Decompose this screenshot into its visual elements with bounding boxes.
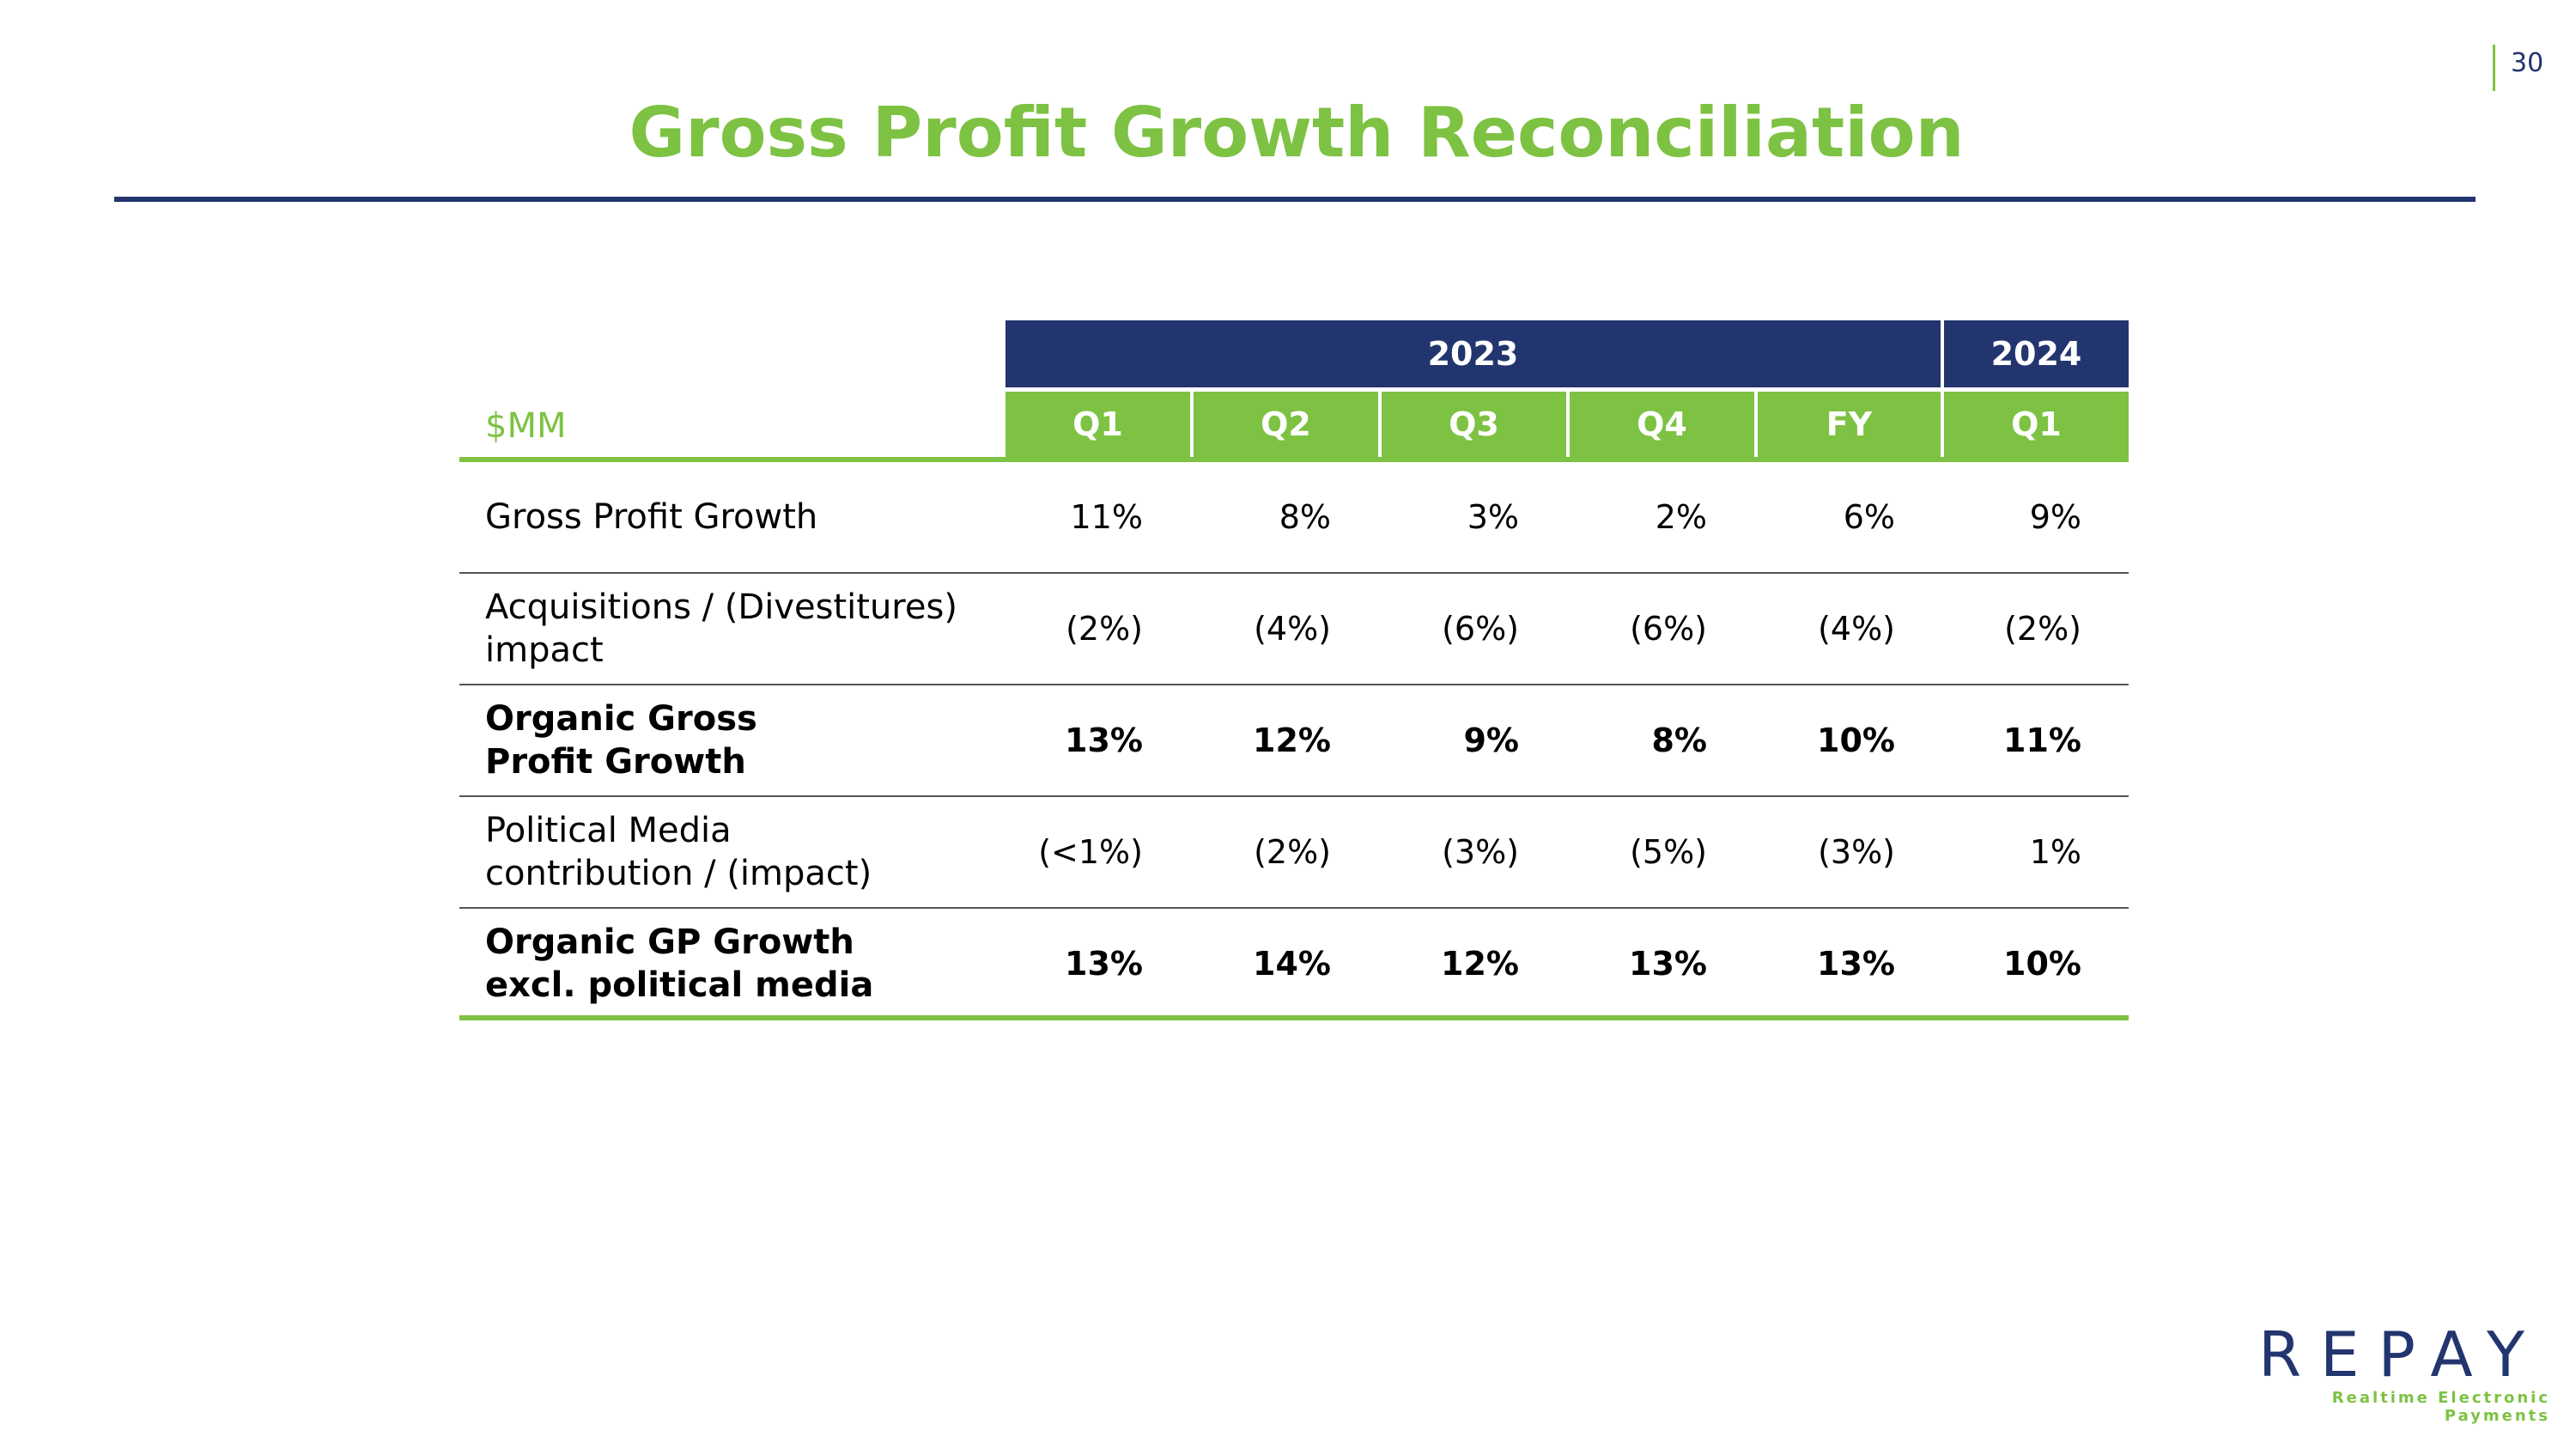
row-label: Organic GP Growth excl. political media — [485, 909, 873, 1019]
column-header-q3-2023: Q3 — [1382, 392, 1566, 457]
table-cell: (6%) — [1442, 610, 1519, 648]
table-cell: 10% — [2003, 945, 2081, 983]
row-divider — [459, 907, 2129, 909]
row-label-line: Profit Growth — [485, 742, 746, 782]
year-header-2023: 2023 — [1005, 320, 1941, 387]
table-cell: 9% — [1463, 721, 1519, 759]
row-label-line: Organic GP Growth — [485, 922, 854, 962]
title-underline — [114, 197, 2476, 202]
table-cell: 8% — [1651, 721, 1707, 759]
table-cell: 10% — [1817, 721, 1895, 759]
page-title: Gross Profit Growth Reconciliation — [629, 93, 1965, 173]
table-row-organic-gross-profit-growth: Organic Gross Profit Growth 13% 12% 9% 8… — [459, 685, 2129, 797]
column-header-fy-2023: FY — [1758, 392, 1941, 457]
table-cell: 13% — [1817, 945, 1895, 983]
table-cell: 2% — [1655, 498, 1707, 536]
table-cell: 6% — [1843, 498, 1895, 536]
page-number-divider — [2493, 45, 2495, 91]
row-divider — [459, 795, 2129, 797]
table-cell: (2%) — [1254, 833, 1331, 871]
table-bottom-rule — [459, 1015, 2129, 1020]
row-label: Organic Gross Profit Growth — [485, 685, 757, 795]
table-cell: 1% — [2029, 833, 2081, 871]
column-header-q1-2023: Q1 — [1005, 392, 1190, 457]
row-divider — [459, 684, 2129, 685]
logo-wordmark: REPAY — [2258, 1318, 2543, 1391]
unit-label: $MM — [485, 406, 567, 446]
table-cell: (6%) — [1630, 610, 1707, 648]
table-cell: 11% — [1070, 498, 1143, 536]
table-row-political-media: Political Media contribution / (impact) … — [459, 797, 2129, 909]
logo-tagline: Realtime Electronic Payments — [2331, 1389, 2550, 1425]
table-cell: 9% — [2029, 498, 2081, 536]
row-label-line: contribution / (impact) — [485, 854, 872, 893]
table-cell: 14% — [1253, 945, 1331, 983]
table-cell: (5%) — [1630, 833, 1707, 871]
row-label-line: Political Media — [485, 811, 732, 850]
table-cell: 13% — [1629, 945, 1707, 983]
column-header-q2-2023: Q2 — [1194, 392, 1378, 457]
table-row-organic-gp-excl-political: Organic GP Growth excl. political media … — [459, 909, 2129, 1020]
table-cell: (<1%) — [1038, 833, 1143, 871]
table-cell: (2%) — [2004, 610, 2081, 648]
column-header-q1-2024: Q1 — [1944, 392, 2129, 457]
table-cell: 13% — [1065, 721, 1143, 759]
table-cell: 8% — [1279, 498, 1331, 536]
table-cell: 13% — [1065, 945, 1143, 983]
quarter-header-row: $MM Q1 Q2 Q3 Q4 FY Q1 — [459, 392, 2129, 462]
page-number: 30 — [2511, 48, 2544, 78]
row-label: Acquisitions / (Divestitures) impact — [485, 574, 957, 684]
row-divider — [459, 572, 2129, 574]
row-label-line: Gross Profit Growth — [485, 497, 818, 537]
header-underline — [459, 457, 2129, 462]
table-row-gross-profit-growth: Gross Profit Growth 11% 8% 3% 2% 6% 9% — [459, 462, 2129, 574]
table-cell: (4%) — [1818, 610, 1895, 648]
table-row-acquisitions-impact: Acquisitions / (Divestitures) impact (2%… — [459, 574, 2129, 685]
table-cell: 11% — [2003, 721, 2081, 759]
row-label-line: impact — [485, 630, 604, 670]
row-label: Gross Profit Growth — [485, 462, 817, 572]
table-cell: (2%) — [1066, 610, 1143, 648]
table-cell: 12% — [1253, 721, 1331, 759]
table-cell: (3%) — [1442, 833, 1519, 871]
row-label-line: Acquisitions / (Divestitures) — [485, 588, 957, 627]
row-label-line: excl. political media — [485, 965, 874, 1005]
table-cell: (4%) — [1254, 610, 1331, 648]
column-header-q4-2023: Q4 — [1570, 392, 1754, 457]
repay-logo: REPAY Realtime Electronic Payments — [2233, 1318, 2550, 1425]
row-label: Political Media contribution / (impact) — [485, 797, 872, 907]
table-cell: (3%) — [1818, 833, 1895, 871]
table-cell: 12% — [1441, 945, 1519, 983]
year-header-row: 2023 2024 — [459, 320, 2129, 387]
year-header-2024: 2024 — [1944, 320, 2129, 387]
row-label-line: Organic Gross — [485, 699, 757, 739]
table-cell: 3% — [1467, 498, 1519, 536]
